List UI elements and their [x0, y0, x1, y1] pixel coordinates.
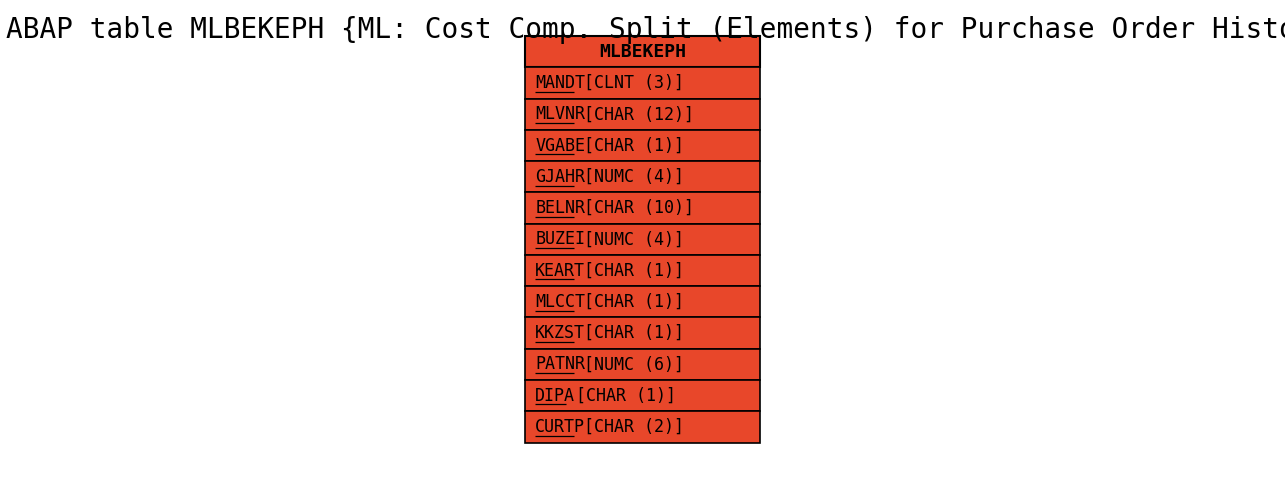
- FancyBboxPatch shape: [524, 67, 761, 99]
- Text: PATNR: PATNR: [536, 355, 586, 373]
- FancyBboxPatch shape: [524, 255, 761, 286]
- Text: [NUMC (4)]: [NUMC (4)]: [573, 231, 684, 249]
- Text: MANDT: MANDT: [536, 74, 586, 92]
- FancyBboxPatch shape: [524, 99, 761, 130]
- Text: [CHAR (1)]: [CHAR (1)]: [573, 293, 684, 311]
- Text: [CHAR (2)]: [CHAR (2)]: [573, 418, 684, 436]
- Text: GJAHR: GJAHR: [536, 168, 586, 186]
- Text: SAP ABAP table MLBEKEPH {ML: Cost Comp. Split (Elements) for Purchase Order Hist: SAP ABAP table MLBEKEPH {ML: Cost Comp. …: [0, 16, 1285, 44]
- Text: [NUMC (6)]: [NUMC (6)]: [573, 355, 684, 373]
- Text: BUZEI: BUZEI: [536, 231, 586, 249]
- Text: KEART: KEART: [536, 261, 586, 279]
- FancyBboxPatch shape: [524, 286, 761, 317]
- Text: [CHAR (1)]: [CHAR (1)]: [573, 261, 684, 279]
- Text: VGABE: VGABE: [536, 137, 586, 155]
- FancyBboxPatch shape: [524, 193, 761, 224]
- Text: DIPA: DIPA: [536, 387, 576, 405]
- Text: MLBEKEPH: MLBEKEPH: [599, 43, 686, 61]
- Text: MLCCT: MLCCT: [536, 293, 586, 311]
- Text: [CHAR (12)]: [CHAR (12)]: [573, 105, 694, 123]
- FancyBboxPatch shape: [524, 411, 761, 443]
- Text: CURTP: CURTP: [536, 418, 586, 436]
- Text: [CHAR (1)]: [CHAR (1)]: [573, 137, 684, 155]
- FancyBboxPatch shape: [524, 130, 761, 161]
- FancyBboxPatch shape: [524, 380, 761, 411]
- Text: MLVNR: MLVNR: [536, 105, 586, 123]
- Text: [CHAR (1)]: [CHAR (1)]: [565, 387, 676, 405]
- Text: [CLNT (3)]: [CLNT (3)]: [573, 74, 684, 92]
- FancyBboxPatch shape: [524, 224, 761, 255]
- FancyBboxPatch shape: [524, 36, 761, 67]
- Text: BELNR: BELNR: [536, 199, 586, 217]
- Text: [NUMC (4)]: [NUMC (4)]: [573, 168, 684, 186]
- FancyBboxPatch shape: [524, 317, 761, 349]
- Text: [CHAR (1)]: [CHAR (1)]: [573, 324, 684, 342]
- Text: [CHAR (10)]: [CHAR (10)]: [573, 199, 694, 217]
- Text: KKZST: KKZST: [536, 324, 586, 342]
- FancyBboxPatch shape: [524, 161, 761, 193]
- FancyBboxPatch shape: [524, 349, 761, 380]
